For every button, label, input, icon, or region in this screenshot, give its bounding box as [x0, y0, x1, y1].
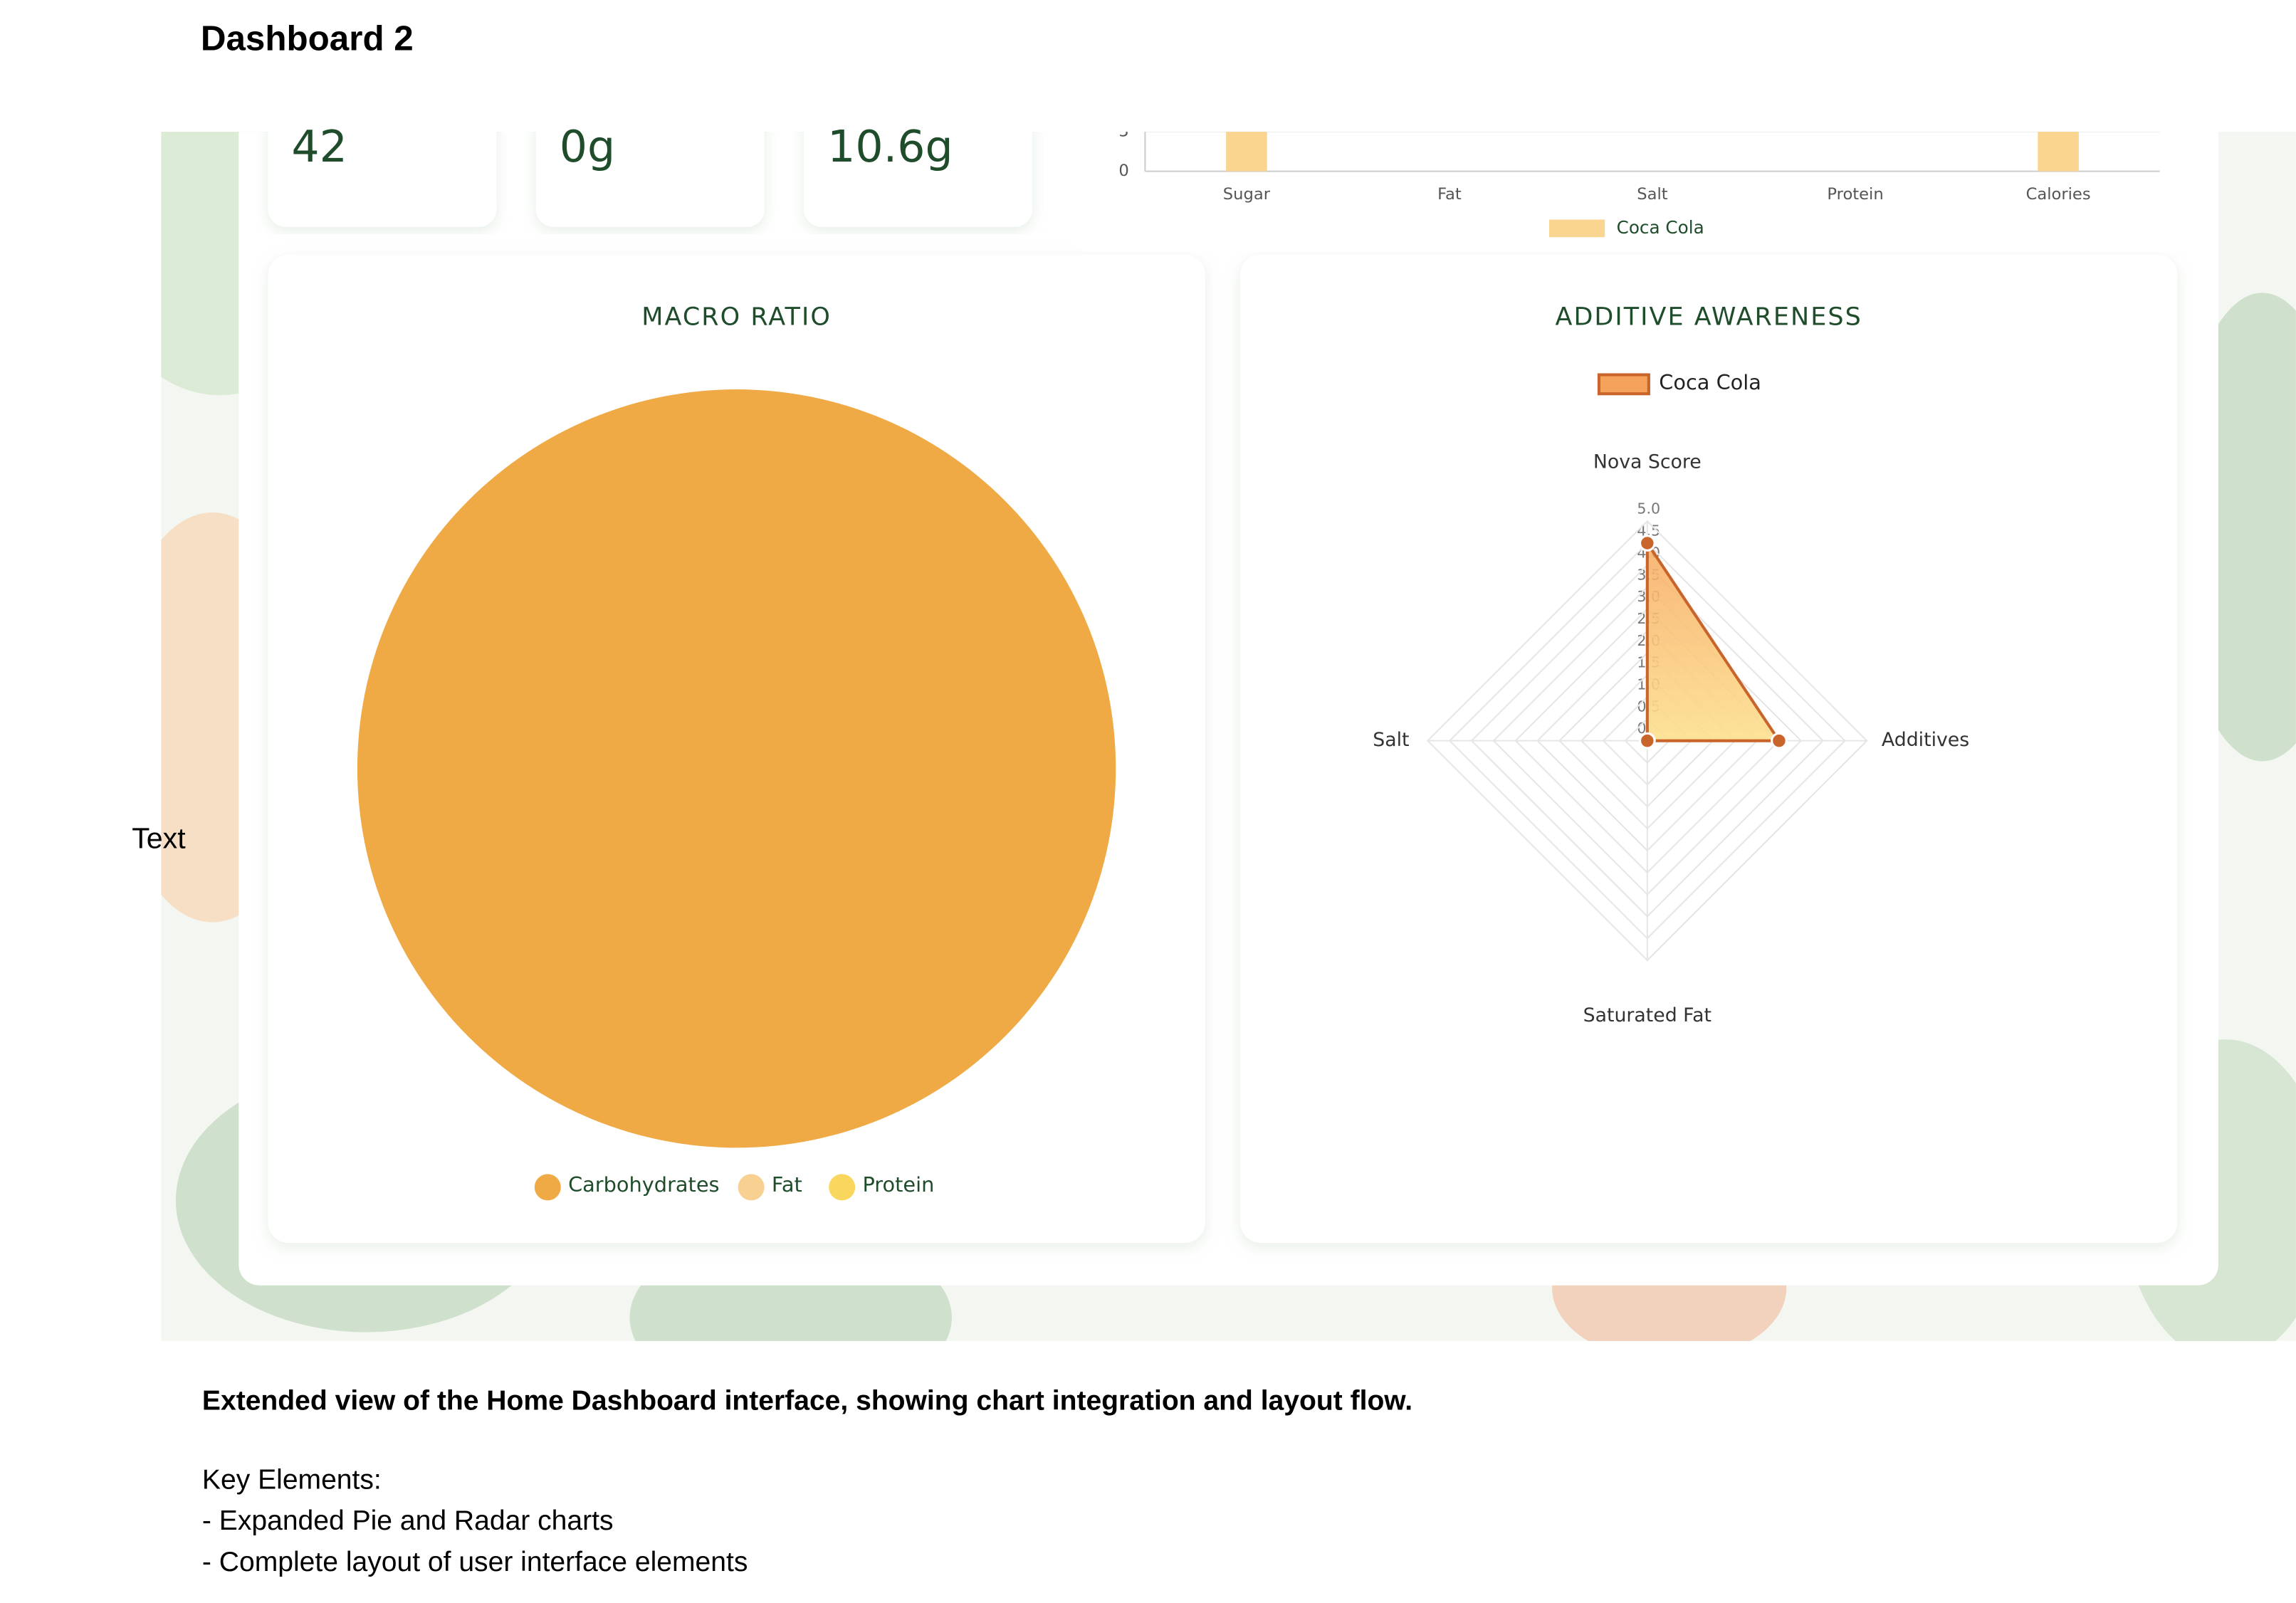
legend-label: Coca Cola [1659, 370, 1761, 394]
stat-value: 10.6g [827, 121, 953, 172]
x-tick-label: Salt [1637, 185, 1667, 204]
legend-dot [829, 1174, 856, 1201]
axis-label: Additives [1882, 729, 1969, 751]
stat-value: 0g [560, 121, 615, 172]
side-label: Text [132, 821, 186, 854]
radar-area [1645, 541, 1781, 742]
bar [1226, 132, 1267, 172]
legend-label: Carbohydrates [568, 1172, 719, 1197]
caption-heading: Key Elements: [202, 1465, 382, 1496]
radar-point [1638, 535, 1656, 552]
r-tick-label: 5.0 [1637, 500, 1660, 517]
axis-label: Nova Score [1593, 451, 1702, 473]
x-tick-label: Fat [1437, 185, 1462, 204]
chart-title: ADDITIVE AWARENESS [1555, 303, 1862, 331]
legend-swatch [1549, 219, 1605, 238]
stat-card [535, 132, 765, 227]
x-tick-label: Calories [2026, 185, 2091, 204]
bar [2038, 132, 2079, 172]
stat-card [804, 132, 1033, 227]
bar-card [1073, 132, 2189, 252]
legend-label: Protein [862, 1172, 934, 1197]
radar-card [1240, 254, 2178, 1244]
caption-item: - Complete layout of user interface elem… [202, 1547, 748, 1577]
radar-point [1638, 732, 1656, 750]
x-tick-label: Protein [1827, 185, 1883, 204]
caption-item: - Expanded Pie and Radar charts [202, 1505, 614, 1536]
legend-dot [738, 1174, 765, 1201]
axis-label: Salt [1373, 729, 1409, 751]
x-tick-label: Sugar [1223, 185, 1271, 204]
legend-label: Fat [772, 1172, 802, 1197]
stat-value: 42 [291, 121, 347, 172]
legend-swatch [1597, 373, 1650, 396]
legend-label: Coca Cola [1617, 217, 1704, 238]
y-tick-label: 0 [1118, 162, 1128, 180]
axis-label: Saturated Fat [1583, 1004, 1711, 1026]
chart-title: MACRO RATIO [641, 303, 832, 331]
bar-plot: 05 [1118, 122, 2160, 180]
pie-slice [357, 389, 1116, 1148]
page-title: Dashboard 2 [201, 19, 414, 58]
legend-dot [534, 1174, 561, 1201]
y-tick-label: 5 [1118, 122, 1128, 141]
stat-card [268, 132, 497, 227]
radar-point [1771, 732, 1788, 750]
r-tick-label: 0 [1637, 720, 1646, 737]
caption-headline: Extended view of the Home Dashboard inte… [202, 1386, 1412, 1417]
